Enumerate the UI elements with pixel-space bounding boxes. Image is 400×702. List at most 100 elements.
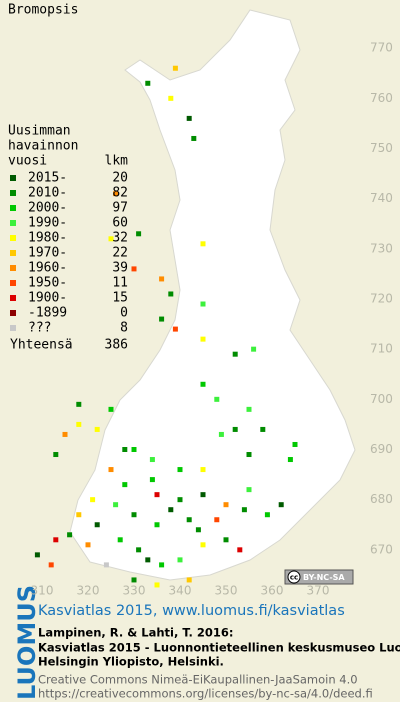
citation-line: Lampinen, R. & Lahti, T. 2016: [38,626,233,640]
legend-heading: Uusimman [8,124,71,139]
record-square [94,426,100,432]
record-square [48,562,54,568]
record-square [177,467,183,473]
badge-text: BY-NC-SA [303,573,345,582]
legend-label: 1990- [28,216,67,231]
record-square [113,502,119,508]
badge-circle [287,570,301,584]
legend-swatch [10,250,16,256]
record-square [218,431,224,437]
license-line[interactable]: https://creativecommons.org/licenses/by-… [38,687,373,701]
record-square [237,547,243,553]
y-tick-label: 770 [370,41,393,55]
record-square [223,502,229,508]
record-square [136,547,142,553]
y-tick-label: 750 [370,141,393,155]
record-square [186,577,192,583]
record-square [191,135,197,141]
record-square [241,507,247,513]
legend-swatch [10,220,16,226]
legend-count: 39 [112,261,128,276]
x-tick-label: 310 [31,584,54,598]
badge-icon: cc [290,574,298,582]
y-tick-label: 730 [370,241,393,255]
record-square [145,557,151,563]
legend-swatch [10,295,16,301]
record-square [200,467,206,473]
legend-swatch [10,205,16,211]
y-tick-label: 670 [370,542,393,556]
record-square [168,507,174,513]
legend-swatch [10,175,16,181]
atlas-link[interactable]: Kasviatlas 2015, www.luomus.fi/kasviatla… [38,603,345,619]
y-tick-label: 720 [370,292,393,306]
record-square [246,406,252,412]
record-square [200,542,206,548]
record-square [136,231,142,237]
legend-label: 2000- [28,201,67,216]
legend-heading: vuosi [8,154,47,169]
record-square [200,336,206,342]
record-square [94,522,100,528]
record-square [103,562,109,568]
record-square [76,512,82,518]
legend-label: 1950- [28,276,67,291]
legend-total: 386 [105,338,128,353]
record-square [159,276,165,282]
legend-count: 15 [112,291,128,306]
legend-count: 82 [112,186,128,201]
legend-swatch [10,280,16,286]
record-square [172,326,178,332]
record-square [159,562,165,568]
legend-swatch [10,235,16,241]
x-tick-label: 350 [215,584,238,598]
x-tick-label: 340 [169,584,192,598]
record-square [90,497,96,503]
record-square [108,236,114,242]
record-square [34,552,40,558]
record-square [154,522,160,528]
y-tick-label: 680 [370,492,393,506]
legend-label: 1900- [28,291,67,306]
record-square [131,577,137,583]
record-square [264,512,270,518]
record-square [232,351,238,357]
record-square [186,115,192,121]
y-tick-label: 700 [370,392,393,406]
record-square [67,532,73,538]
record-square [200,241,206,247]
record-square [287,457,293,463]
record-square [246,452,252,458]
record-square [292,441,298,447]
record-square [76,421,82,427]
record-square [278,502,284,508]
license-line: Creative Commons Nimeä-EiKaupallinen-Jaa… [38,673,358,687]
record-square [85,542,91,548]
finland-outline [69,9,356,581]
record-square [149,477,155,483]
record-square [246,487,252,493]
record-square [122,447,128,452]
legend-count: 20 [112,171,128,186]
record-square [53,537,59,543]
record-square [122,482,128,488]
record-square [200,301,206,307]
x-tick-label: 330 [123,584,146,598]
y-tick-label: 690 [370,442,393,456]
record-square [195,527,201,533]
legend-label: 1980- [28,231,67,246]
record-square [154,492,160,498]
map-title: Bromopsis [8,3,78,18]
legend-swatch [10,310,16,316]
legend-heading: havainnon [8,139,78,154]
record-square [131,266,137,272]
record-square [260,426,266,432]
legend-swatch [10,190,16,196]
legend-count: 32 [112,231,128,246]
record-square [177,557,183,563]
legend-count: 11 [112,276,128,291]
legend-label: 1970- [28,246,67,261]
legend-label: 2010- [28,186,67,201]
record-square [172,65,178,71]
